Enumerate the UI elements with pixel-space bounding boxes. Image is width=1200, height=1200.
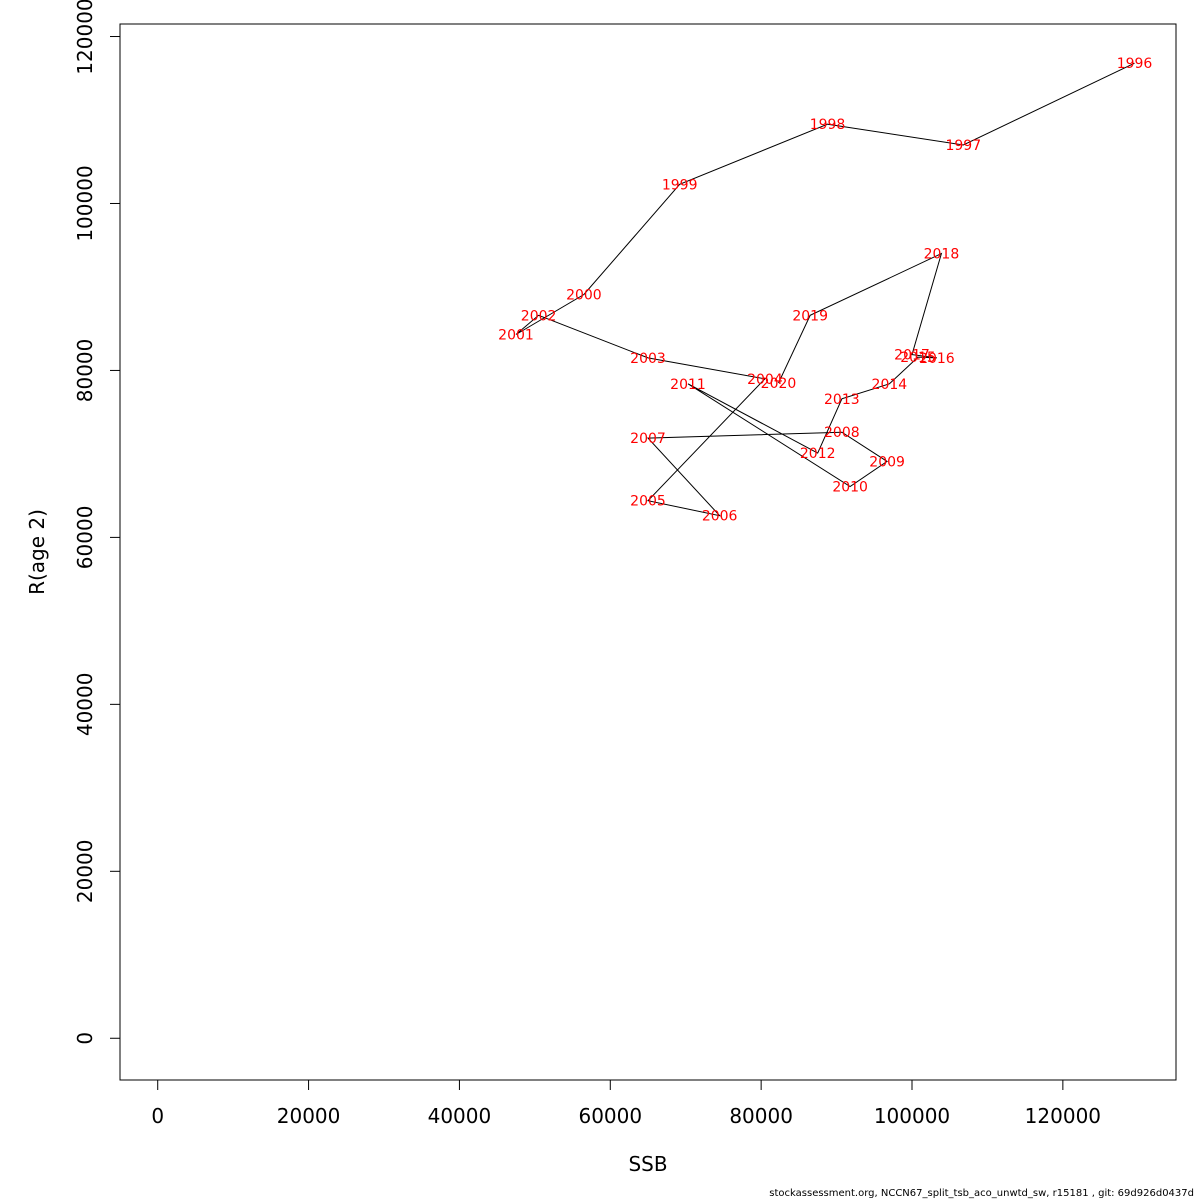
- year-label-2014: 2014: [872, 377, 908, 393]
- year-label-2015: 2015: [900, 350, 936, 366]
- y-tick-label: 20000: [73, 839, 97, 903]
- year-label-2016: 2016: [919, 351, 955, 367]
- y-tick-label: 60000: [73, 506, 97, 570]
- year-label-2010: 2010: [832, 479, 868, 495]
- year-label-2017: 2017: [894, 348, 930, 364]
- year-label-2002: 2002: [521, 308, 557, 324]
- sr-trajectory-line: [515, 62, 1135, 517]
- series-line: [515, 62, 1135, 517]
- year-label-2009: 2009: [869, 454, 905, 470]
- year-label-2008: 2008: [824, 425, 860, 441]
- x-tick-label: 20000: [277, 1104, 341, 1128]
- year-label-2001: 2001: [498, 328, 534, 344]
- y-axis-title: R(age 2): [25, 509, 49, 595]
- y-tick-label: 40000: [73, 673, 97, 737]
- year-label-2005: 2005: [630, 494, 666, 510]
- year-label-2011: 2011: [670, 377, 706, 393]
- year-label-2019: 2019: [792, 308, 828, 324]
- year-label-2003: 2003: [630, 351, 666, 367]
- year-label-2000: 2000: [566, 287, 602, 303]
- year-label-2004: 2004: [747, 372, 783, 388]
- x-tick-label: 40000: [428, 1104, 492, 1128]
- year-label-2013: 2013: [824, 392, 860, 408]
- year-label-1999: 1999: [662, 177, 698, 193]
- year-label-2020: 2020: [761, 376, 797, 392]
- x-tick-label: 120000: [1025, 1104, 1101, 1128]
- x-axis: 0 20000 40000 60000 80000 100000 120000: [151, 1079, 1101, 1128]
- year-label-2018: 2018: [924, 247, 960, 263]
- year-label-2012: 2012: [800, 446, 836, 462]
- x-tick-label: 80000: [729, 1104, 793, 1128]
- year-label-1996: 1996: [1117, 56, 1153, 72]
- x-axis-title: SSB: [628, 1152, 667, 1176]
- y-axis: 0 20000 40000 60000 80000 100000 120000: [73, 0, 121, 1045]
- footer-credit: stockassessment.org, NCCN67_split_tsb_ac…: [769, 1188, 1194, 1199]
- y-tick-label: 120000: [73, 0, 97, 75]
- x-tick-label: 100000: [874, 1104, 950, 1128]
- plot-frame: [119, 23, 1177, 1081]
- point-labels: 1996 1997 1998 1999 2000 2001 2002 2003 2004 2005…: [498, 56, 1152, 524]
- y-tick-label: 0: [73, 1032, 97, 1045]
- x-tick-label: 0: [151, 1104, 164, 1128]
- year-label-2006: 2006: [702, 509, 738, 525]
- x-tick-label: 60000: [578, 1104, 642, 1128]
- year-label-1998: 1998: [810, 117, 846, 133]
- y-tick-label: 100000: [73, 165, 97, 241]
- y-tick-label: 80000: [73, 339, 97, 403]
- year-label-2007: 2007: [630, 431, 666, 447]
- year-label-1997: 1997: [945, 138, 981, 154]
